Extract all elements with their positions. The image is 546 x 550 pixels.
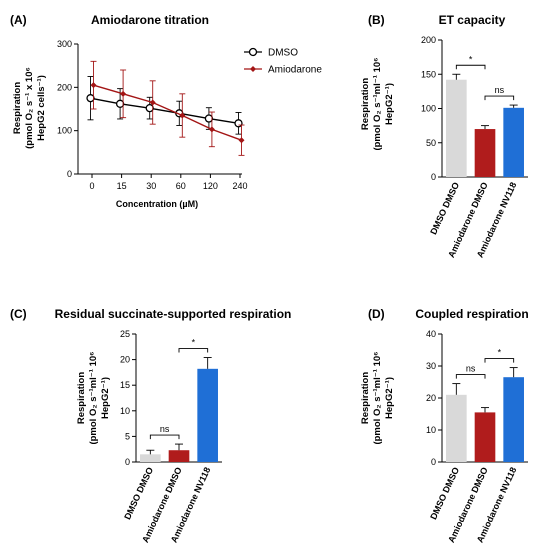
legend-amiodarone-marker (250, 66, 256, 72)
panel-c-significance-bracket-1 (178, 348, 209, 353)
panel-c-significance-label-1: * (192, 338, 196, 348)
panel-a-xtick-label-1: 15 (117, 181, 127, 191)
panel-d-ytick-label-2: 20 (426, 393, 436, 403)
panel-c-category-label-0: DMSO DMSO (122, 466, 155, 521)
panel-c-ytick-label-0: 0 (125, 457, 130, 467)
panel-b-significance-bracket-0 (455, 64, 486, 70)
legend-amiodarone-label: Amiodarone (268, 65, 322, 76)
legend: DMSO Amiodarone (244, 48, 322, 76)
panel-c-bar-2 (197, 368, 218, 462)
series-dmso-point-4 (204, 114, 214, 123)
panel-a-ylabel-3: HepG2 cells⁻¹) (36, 75, 47, 141)
panel-b-significance-label-0: * (469, 54, 473, 64)
panel-a-xtick-label-5: 240 (232, 181, 247, 191)
panel-b-letter: (B) (368, 13, 385, 27)
panel-d-category-label-0: DMSO DMSO (428, 466, 461, 521)
panel-c-ytick-label-2: 10 (120, 406, 130, 416)
series-amiodarone-point-1 (120, 90, 127, 97)
panel-a-axes: 0 100 200 300 0 15 30 60 120 240 (57, 39, 248, 191)
panel-c-bar-0 (140, 454, 161, 462)
panel-d-significance-label-0: ns (466, 364, 476, 374)
panel-c-letter: (C) (10, 307, 27, 321)
series-dmso-point-2 (145, 103, 154, 113)
series-dmso-point-1 (115, 99, 125, 108)
panel-a-ytick-label-1: 100 (57, 126, 72, 136)
panel-a-ytick-label-3: 300 (57, 39, 72, 49)
series-dmso-line (90, 97, 239, 124)
panel-d-bar-1 (474, 412, 496, 462)
panel-d-title: Coupled respiration (415, 307, 528, 321)
panel-d-ytick-label-1: 10 (426, 425, 436, 435)
series-amiodarone-point-0 (90, 82, 97, 89)
legend-dmso-marker (248, 47, 258, 57)
series-dmso-point-5 (234, 119, 243, 128)
panel-a-ylabel-2: (pmol O₂ s⁻¹ x 10⁶ (24, 67, 35, 149)
panel-a-xtick-label-2: 30 (146, 181, 156, 191)
panel-c-ytick-label-3: 15 (120, 380, 130, 390)
panel-a-xtick-label-4: 120 (203, 181, 218, 191)
panel-b-ytick-label-3: 150 (421, 69, 436, 79)
panel-d-letter: (D) (368, 307, 385, 321)
series-amiodarone-point-3 (179, 112, 186, 119)
panel-a-xlabel: Concentration (µM) (116, 199, 198, 209)
legend-dmso-label: DMSO (268, 48, 298, 59)
panel-c-ytick-label-5: 25 (120, 329, 130, 339)
series-dmso-point-0 (86, 94, 95, 103)
panel-c-title: Residual succinate-supported respiration (55, 307, 292, 321)
panel-a-marks (86, 60, 245, 156)
panel-c-ytick-label-4: 20 (120, 355, 130, 365)
panel-d-bar-2 (503, 377, 524, 462)
panel-a: (A) Amiodarone titration Respiration (pm… (10, 13, 322, 209)
panel-a-xtick-label-0: 0 (89, 181, 94, 191)
panel-b-ylabel-3: HepG2⁻¹) (384, 83, 395, 125)
series-amiodarone-point-5 (238, 137, 245, 144)
panel-d-ytick-label-3: 30 (426, 361, 436, 371)
panel-d: (D) Coupled respiration Respiration (pmo… (360, 307, 529, 544)
panel-d-significance-label-1: * (498, 348, 502, 358)
panel-a-letter: (A) (10, 13, 27, 27)
panel-d-ytick-label-0: 0 (431, 457, 436, 467)
panel-b-ytick-label-0: 0 (431, 172, 436, 182)
panel-c-ylabel-2: (pmol O₂ s⁻¹ml⁻¹ 10⁶ (88, 351, 99, 444)
panel-c-ylabel-3: HepG2⁻¹) (100, 377, 111, 419)
panel-c: (C) Residual succinate-supported respira… (10, 307, 291, 544)
panel-d-significance-bracket-0 (455, 374, 486, 379)
panel-c-ylabel: Respiration (76, 372, 87, 424)
panel-a-ytick-label-0: 0 (67, 169, 72, 179)
panel-b-category-label-0: DMSO DMSO (428, 181, 461, 236)
panel-b-ytick-label-4: 200 (421, 35, 436, 45)
panel-c-bar-1 (168, 450, 190, 462)
panel-a-xtick-label-3: 60 (176, 181, 186, 191)
panel-d-bar-0 (446, 394, 467, 462)
panel-d-significance-bracket-1 (484, 358, 515, 363)
panel-a-ytick-label-2: 200 (57, 82, 72, 92)
panel-a-ylabel: Respiration (12, 82, 23, 134)
panel-d-ylabel: Respiration (360, 372, 371, 424)
panel-b-ylabel-2: (pmol O₂ s⁻¹ml⁻¹ 10⁶ (372, 57, 383, 150)
panel-c-significance-label-0: ns (160, 424, 170, 434)
panel-d-ylabel-2: (pmol O₂ s⁻¹ml⁻¹ 10⁶ (372, 351, 383, 444)
panel-b-bar-2 (503, 107, 524, 177)
panel-b: (B) ET capacity Respiration (pmol O₂ s⁻¹… (360, 13, 528, 259)
panel-a-title: Amiodarone titration (91, 13, 209, 27)
series-amiodarone-line (93, 84, 242, 141)
panel-d-ytick-label-4: 40 (426, 329, 436, 339)
panel-b-bar-1 (474, 129, 496, 177)
series-amiodarone-point-4 (208, 126, 215, 133)
panel-b-significance-label-1: ns (495, 85, 505, 95)
panel-b-ytick-label-1: 50 (426, 138, 436, 148)
panel-d-ylabel-3: HepG2⁻¹) (384, 377, 395, 419)
panel-b-title: ET capacity (439, 13, 506, 27)
panel-c-significance-bracket-0 (149, 434, 180, 440)
panel-b-ylabel: Respiration (360, 78, 371, 130)
series-amiodarone-point-2 (149, 99, 156, 106)
panel-b-bar-0 (446, 79, 467, 177)
panel-c-ytick-label-1: 5 (125, 431, 130, 441)
panel-b-ytick-label-2: 100 (421, 104, 436, 114)
panel-b-significance-bracket-1 (484, 95, 515, 101)
